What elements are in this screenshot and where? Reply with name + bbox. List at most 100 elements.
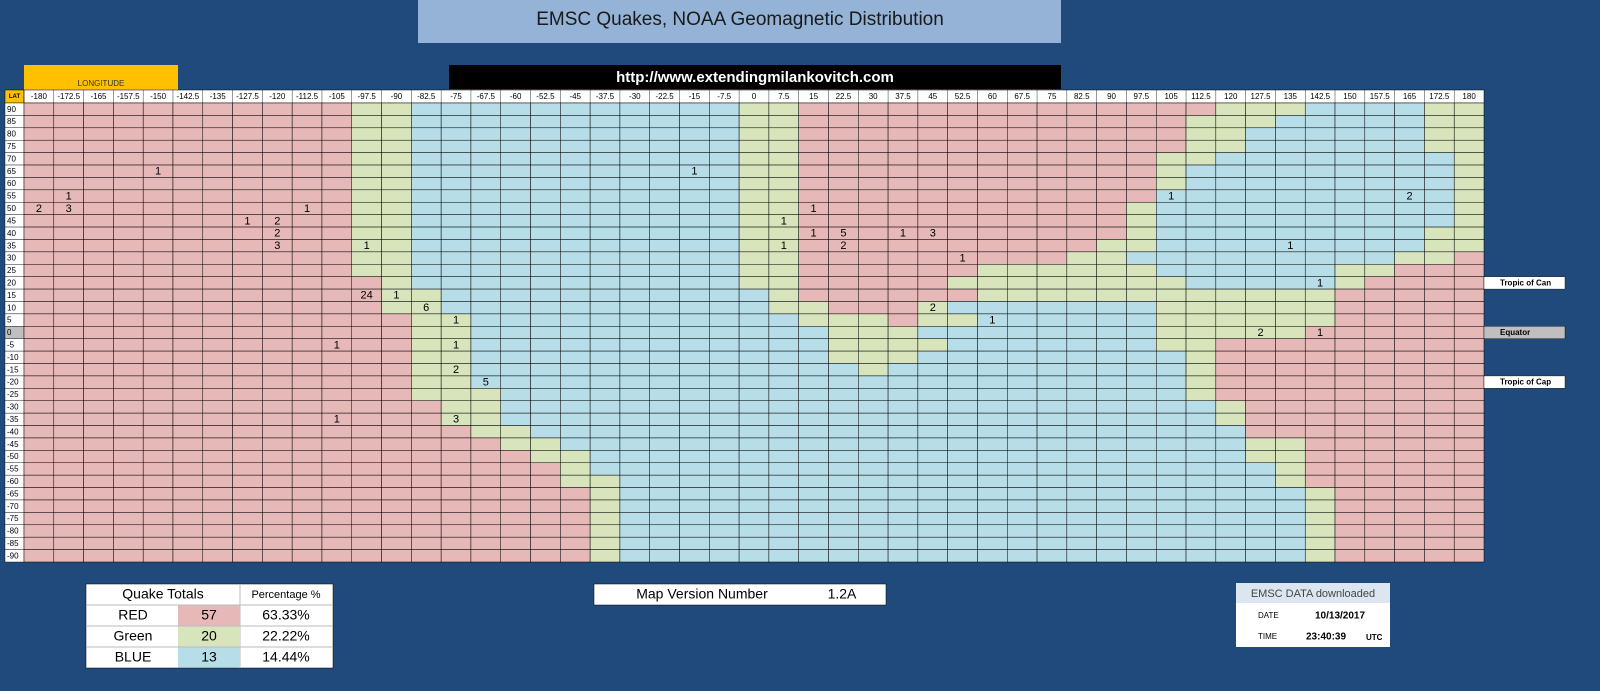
zone-cell bbox=[589, 412, 621, 426]
zone-cell bbox=[947, 474, 978, 488]
zone-cell bbox=[1126, 226, 1157, 240]
longitude-label: 180 bbox=[1462, 92, 1476, 101]
zone-cell bbox=[589, 164, 621, 178]
zone-cell bbox=[262, 276, 293, 290]
zone-cell bbox=[470, 152, 501, 166]
zone-cell bbox=[470, 363, 501, 377]
zone-cell bbox=[1126, 251, 1157, 265]
zone-cell bbox=[262, 152, 293, 166]
zone-cell bbox=[411, 152, 442, 166]
zone-cell bbox=[589, 326, 621, 339]
zone-cell bbox=[709, 375, 740, 389]
zone-cell bbox=[649, 264, 680, 277]
zone-cell bbox=[1424, 313, 1455, 327]
zone-cell bbox=[440, 375, 472, 389]
zone-cell bbox=[1453, 437, 1485, 451]
zone-cell bbox=[1036, 276, 1068, 290]
zone-cell bbox=[1126, 239, 1157, 253]
zone-cell bbox=[917, 536, 948, 550]
zone-cell bbox=[470, 301, 501, 315]
zone-cell bbox=[411, 313, 442, 327]
zone-cell bbox=[530, 450, 561, 464]
latitude-label: -15 bbox=[7, 365, 19, 374]
zone-cell bbox=[709, 189, 740, 203]
total-count: 57 bbox=[201, 607, 217, 623]
zone-cell bbox=[172, 264, 204, 277]
zone-cell bbox=[738, 363, 770, 377]
zone-cell bbox=[142, 326, 174, 339]
zone-cell bbox=[709, 412, 740, 426]
zone-cell bbox=[500, 177, 531, 191]
zone-cell bbox=[619, 462, 650, 476]
zone-cell bbox=[589, 239, 621, 253]
zone-cell bbox=[1185, 164, 1217, 178]
zone-cell bbox=[828, 536, 859, 550]
zone-cell bbox=[798, 251, 829, 265]
zone-cell bbox=[1424, 412, 1455, 426]
zone-cell bbox=[53, 388, 84, 401]
zone-cell bbox=[1424, 363, 1455, 377]
zone-cell bbox=[977, 214, 1008, 228]
zone-cell bbox=[619, 226, 650, 240]
zone-cell bbox=[1007, 462, 1038, 476]
zone-cell bbox=[1126, 400, 1157, 414]
zone-cell bbox=[1245, 363, 1276, 377]
zone-cell bbox=[113, 400, 144, 414]
zone-cell bbox=[1036, 152, 1068, 166]
zone-cell bbox=[649, 239, 680, 253]
zone-cell bbox=[321, 127, 353, 141]
zone-cell bbox=[768, 450, 799, 464]
zone-cell bbox=[1364, 326, 1395, 339]
zone-cell bbox=[411, 214, 442, 228]
zone-cell bbox=[23, 524, 55, 538]
zone-cell bbox=[1424, 425, 1455, 439]
zone-cell bbox=[887, 350, 919, 364]
zone-cell bbox=[649, 127, 680, 141]
annotation-label: Tropic of Cap bbox=[1500, 378, 1551, 387]
zone-cell bbox=[1245, 226, 1276, 240]
zone-cell bbox=[798, 264, 829, 277]
zone-cell bbox=[619, 425, 650, 439]
zone-cell bbox=[381, 115, 412, 129]
zone-cell bbox=[1245, 549, 1276, 563]
zone-cell bbox=[1066, 239, 1097, 253]
zone-cell bbox=[262, 102, 293, 116]
zone-cell bbox=[768, 251, 799, 265]
zone-cell bbox=[1215, 437, 1246, 451]
zone-cell bbox=[1304, 375, 1336, 389]
zone-cell bbox=[798, 437, 829, 451]
zone-cell bbox=[1155, 164, 1187, 178]
zone-cell bbox=[1155, 326, 1187, 339]
zone-cell bbox=[1007, 450, 1038, 464]
zone-cell bbox=[947, 189, 978, 203]
zone-cell bbox=[917, 524, 948, 538]
zone-cell bbox=[1126, 512, 1157, 526]
zone-cell bbox=[232, 115, 263, 129]
zone-cell bbox=[351, 499, 382, 513]
zone-cell bbox=[142, 350, 174, 364]
latitude-label: 80 bbox=[7, 130, 16, 139]
zone-cell bbox=[887, 524, 919, 538]
zone-cell bbox=[1066, 177, 1097, 191]
zone-cell bbox=[440, 164, 472, 178]
zone-cell bbox=[500, 536, 531, 550]
zone-cell bbox=[142, 301, 174, 315]
zone-cell bbox=[1275, 127, 1306, 141]
zone-cell bbox=[1334, 474, 1366, 488]
zone-cell bbox=[738, 350, 770, 364]
zone-cell bbox=[321, 400, 353, 414]
zone-cell bbox=[470, 276, 501, 290]
zone-cell bbox=[1453, 375, 1485, 389]
zone-cell bbox=[530, 400, 561, 414]
zone-cell bbox=[828, 102, 859, 116]
zone-cell bbox=[977, 375, 1008, 389]
zone-cell bbox=[202, 375, 233, 389]
zone-cell bbox=[1424, 127, 1455, 141]
zone-cell bbox=[1304, 338, 1336, 352]
zone-cell bbox=[1394, 499, 1425, 513]
zone-cell bbox=[828, 301, 859, 315]
zone-cell bbox=[1453, 201, 1485, 215]
zone-cell bbox=[1453, 363, 1485, 377]
zone-cell bbox=[232, 388, 263, 401]
zone-cell bbox=[23, 127, 55, 141]
